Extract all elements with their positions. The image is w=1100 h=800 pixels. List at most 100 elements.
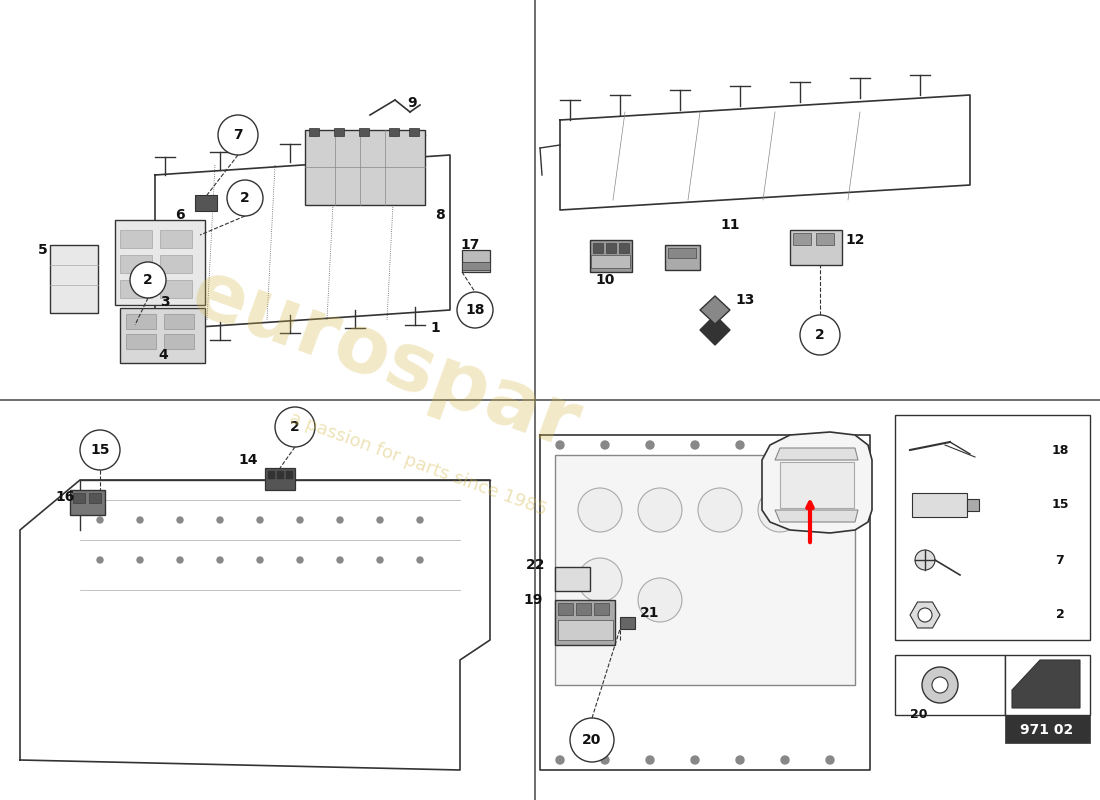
Bar xyxy=(816,233,834,245)
Bar xyxy=(1005,715,1090,743)
Circle shape xyxy=(781,756,789,764)
Circle shape xyxy=(556,756,564,764)
Text: eurospar: eurospar xyxy=(180,254,590,466)
Bar xyxy=(195,195,217,211)
Bar xyxy=(89,493,101,503)
Bar xyxy=(558,620,613,640)
Text: 3: 3 xyxy=(160,295,169,309)
Circle shape xyxy=(227,180,263,216)
Bar xyxy=(70,490,104,515)
Circle shape xyxy=(578,488,621,532)
Bar xyxy=(164,334,194,349)
Circle shape xyxy=(781,441,789,449)
Text: 19: 19 xyxy=(524,593,543,607)
Text: 5: 5 xyxy=(39,243,47,257)
Circle shape xyxy=(698,488,742,532)
Text: 20: 20 xyxy=(910,709,927,722)
Bar xyxy=(556,455,855,685)
Polygon shape xyxy=(776,510,858,522)
Bar xyxy=(1005,655,1090,715)
Circle shape xyxy=(638,578,682,622)
Text: 8: 8 xyxy=(434,208,444,222)
Bar xyxy=(120,280,152,298)
Circle shape xyxy=(337,517,343,523)
Text: 6: 6 xyxy=(175,208,185,222)
Polygon shape xyxy=(1012,660,1080,708)
Circle shape xyxy=(97,517,103,523)
Text: 13: 13 xyxy=(735,293,755,307)
Circle shape xyxy=(217,557,223,563)
Circle shape xyxy=(377,517,383,523)
Circle shape xyxy=(417,557,424,563)
Circle shape xyxy=(826,441,834,449)
Circle shape xyxy=(556,441,564,449)
Bar xyxy=(895,655,1005,715)
Bar xyxy=(286,471,293,479)
Bar xyxy=(160,255,192,273)
Circle shape xyxy=(257,517,263,523)
Bar xyxy=(590,240,632,272)
Bar xyxy=(120,230,152,248)
Circle shape xyxy=(601,756,609,764)
Circle shape xyxy=(758,488,802,532)
Bar xyxy=(558,603,573,615)
Circle shape xyxy=(177,517,183,523)
Text: 22: 22 xyxy=(526,558,544,572)
Text: 971 02: 971 02 xyxy=(1021,723,1074,737)
Circle shape xyxy=(218,115,258,155)
Circle shape xyxy=(932,677,948,693)
Text: a passion for parts since 1985: a passion for parts since 1985 xyxy=(287,409,549,519)
Circle shape xyxy=(138,557,143,563)
Bar xyxy=(126,314,156,329)
Bar xyxy=(73,493,85,503)
Text: 18: 18 xyxy=(1052,443,1069,457)
Bar xyxy=(666,245,700,270)
Circle shape xyxy=(337,557,343,563)
Polygon shape xyxy=(762,432,872,533)
Bar xyxy=(895,415,1090,640)
Circle shape xyxy=(826,756,834,764)
Bar xyxy=(462,250,490,272)
Bar xyxy=(305,130,425,205)
Bar xyxy=(50,245,98,313)
Text: 7: 7 xyxy=(233,128,243,142)
Circle shape xyxy=(257,557,263,563)
Circle shape xyxy=(297,517,302,523)
Text: 15: 15 xyxy=(90,443,110,457)
Polygon shape xyxy=(910,602,940,628)
Bar xyxy=(668,248,696,258)
Bar xyxy=(619,243,629,253)
Bar xyxy=(790,230,842,265)
Circle shape xyxy=(80,430,120,470)
Text: 1: 1 xyxy=(430,321,440,335)
Bar xyxy=(576,603,591,615)
Text: 2: 2 xyxy=(1056,609,1065,622)
Bar xyxy=(793,233,811,245)
Text: 2: 2 xyxy=(815,328,825,342)
Circle shape xyxy=(97,557,103,563)
Bar xyxy=(120,308,205,363)
Circle shape xyxy=(691,756,698,764)
Text: 14: 14 xyxy=(238,453,257,467)
Text: 9: 9 xyxy=(407,96,417,110)
Bar xyxy=(164,314,194,329)
Text: 2: 2 xyxy=(290,420,300,434)
Circle shape xyxy=(377,557,383,563)
Text: 12: 12 xyxy=(845,233,865,247)
Circle shape xyxy=(578,558,621,602)
Bar xyxy=(160,230,192,248)
Text: 15: 15 xyxy=(1052,498,1069,511)
Circle shape xyxy=(297,557,302,563)
Circle shape xyxy=(800,315,840,355)
Circle shape xyxy=(638,488,682,532)
Circle shape xyxy=(646,756,654,764)
Bar xyxy=(309,128,319,136)
Circle shape xyxy=(691,441,698,449)
Text: 4: 4 xyxy=(158,348,167,362)
Bar xyxy=(126,334,156,349)
Polygon shape xyxy=(700,296,730,324)
Circle shape xyxy=(417,517,424,523)
Bar xyxy=(912,493,967,517)
Circle shape xyxy=(915,550,935,570)
Text: 11: 11 xyxy=(720,218,739,232)
